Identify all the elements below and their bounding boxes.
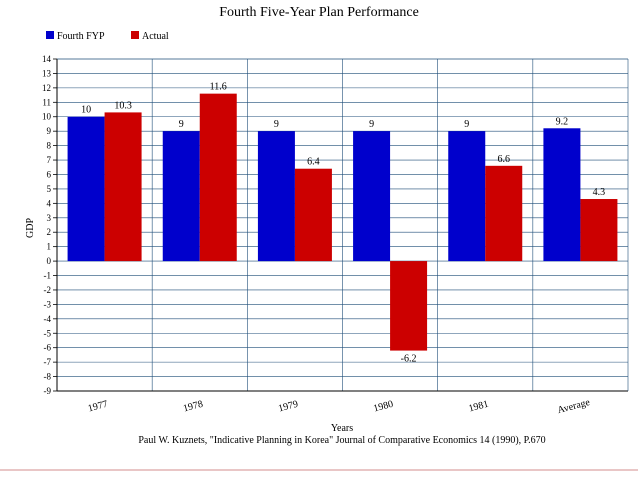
data-label: 9 — [179, 119, 184, 130]
bar — [485, 165, 523, 262]
bar — [543, 128, 581, 262]
y-tick-label: 1 — [47, 242, 52, 252]
x-tick-label: 1980 — [372, 399, 394, 415]
bar — [353, 131, 391, 262]
y-tick-label: -2 — [44, 285, 52, 295]
y-tick-label: -3 — [44, 299, 52, 309]
bar — [257, 131, 295, 262]
data-label: 6.4 — [307, 157, 320, 168]
chart-title: Fourth Five-Year Plan Performance — [219, 5, 419, 20]
y-tick-label: 5 — [47, 184, 52, 194]
data-label: 10 — [81, 105, 91, 116]
x-axis-label: Years — [331, 423, 353, 434]
y-tick-label: 14 — [42, 54, 52, 64]
y-tick-label: -5 — [44, 328, 52, 338]
source-note: Paul W. Kuznets, "Indicative Planning in… — [138, 435, 545, 446]
y-tick-label: -8 — [44, 372, 52, 382]
data-label: 11.6 — [210, 82, 227, 93]
y-tick-label: 7 — [47, 155, 52, 165]
legend-label: Fourth FYP — [57, 31, 105, 42]
x-tick-label: 1979 — [277, 399, 299, 415]
legend: Fourth FYP Actual — [46, 31, 169, 42]
data-label: 4.3 — [593, 187, 606, 198]
y-tick-label: 3 — [47, 213, 52, 223]
y-tick-label: 8 — [47, 141, 52, 151]
bar — [580, 199, 618, 262]
x-tick-label: 1977 — [87, 399, 109, 415]
data-label: 9 — [369, 119, 374, 130]
y-tick-label: 6 — [47, 169, 52, 179]
bars — [67, 93, 618, 351]
y-tick-label: 0 — [47, 256, 52, 266]
data-label: -6.2 — [401, 354, 417, 365]
y-tick-label: 11 — [42, 97, 51, 107]
y-tick-label: 13 — [42, 68, 52, 78]
legend-label: Actual — [142, 31, 169, 42]
y-tick-label: -6 — [44, 343, 52, 353]
y-tick-label: 4 — [47, 198, 52, 208]
data-label: 9 — [464, 119, 469, 130]
y-tick-label: -1 — [44, 271, 52, 281]
bottom-rule — [0, 469, 638, 471]
data-label: 6.6 — [498, 154, 511, 165]
bar — [104, 112, 142, 262]
bar — [448, 131, 486, 262]
bar — [162, 131, 200, 262]
y-axis-label: GDP — [25, 218, 36, 238]
y-tick-label: -7 — [44, 357, 52, 367]
data-label: 9 — [274, 119, 279, 130]
x-tick-label: 1981 — [468, 399, 490, 415]
y-tick-label: -9 — [44, 386, 52, 396]
data-label: 9.2 — [556, 116, 569, 127]
bar — [67, 116, 105, 262]
gridlines — [57, 58, 628, 392]
legend-swatch — [46, 31, 54, 39]
data-labels: 10 10.3 9 11.6 9 6.4 9 -6.2 9 6.6 9.2 4.3 — [81, 82, 605, 365]
x-tick-label: Average — [556, 397, 591, 416]
axes: 14131211109876543210-1-2-3-4-5-6-7-8-919… — [42, 54, 629, 416]
data-label: 10.3 — [114, 100, 132, 111]
bar — [294, 168, 332, 262]
bar — [199, 93, 237, 262]
y-tick-label: 10 — [42, 112, 52, 122]
y-tick-label: 12 — [42, 83, 51, 93]
bar — [390, 261, 428, 351]
y-tick-label: 2 — [47, 227, 52, 237]
x-tick-label: 1978 — [182, 399, 204, 415]
y-tick-label: 9 — [47, 126, 52, 136]
y-tick-label: -4 — [44, 314, 52, 324]
legend-swatch — [131, 31, 139, 39]
